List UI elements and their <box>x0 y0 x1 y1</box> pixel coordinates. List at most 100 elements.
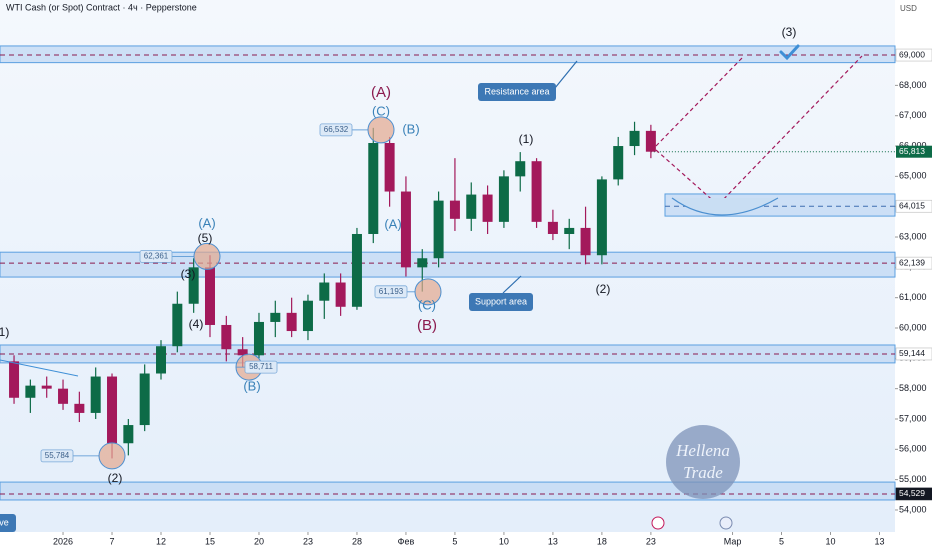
wave-label: (B) <box>402 121 419 136</box>
wave-label: (3) <box>782 25 797 39</box>
candle-body <box>531 161 542 222</box>
currency: USD <box>900 4 917 13</box>
y-tick-label: 63,000 <box>899 231 927 241</box>
candle-body <box>286 312 297 332</box>
zone <box>0 251 896 278</box>
candle-body <box>547 221 558 234</box>
x-tick-label: 5 <box>452 536 457 546</box>
x-tick-label: 10 <box>499 536 509 546</box>
x-tick-label: 20 <box>254 536 264 546</box>
candle-body <box>74 403 85 413</box>
price-label: 59,144 <box>899 348 925 358</box>
time-axis <box>0 532 895 550</box>
x-tick-label: Фев <box>398 536 415 546</box>
candle-body <box>596 179 607 256</box>
candle-body <box>204 267 215 325</box>
event-icon[interactable] <box>651 516 665 530</box>
price-tag: 58,711 <box>249 362 273 371</box>
candle-body <box>482 194 493 222</box>
callout: Support area <box>475 296 527 306</box>
last-price-label: 65,813 <box>899 146 925 156</box>
candle-body <box>433 200 444 259</box>
callout-pointer <box>502 275 522 294</box>
candle-body <box>384 143 395 192</box>
price-label-box <box>895 256 932 270</box>
candle-body <box>498 176 509 222</box>
price-tag: 55,784 <box>45 451 70 460</box>
y-tick-label: 67,000 <box>899 110 927 120</box>
y-tick-label: 56,000 <box>899 444 927 454</box>
x-tick-label: 10 <box>825 536 835 546</box>
price-label-box <box>895 347 932 361</box>
candle-body <box>629 130 640 147</box>
y-tick-label: 54,000 <box>899 504 927 514</box>
candle-body <box>25 385 36 398</box>
price-label: 54,529 <box>899 488 925 498</box>
x-tick-label: 5 <box>779 536 784 546</box>
candle-body <box>41 385 52 389</box>
price-label-box <box>895 199 932 213</box>
wave-label: (1) <box>0 325 9 339</box>
candle-body <box>515 161 526 177</box>
wave-label: (B) <box>243 378 260 393</box>
x-tick-label: 15 <box>205 536 215 546</box>
watermark-circle <box>666 425 740 499</box>
pivot-circle <box>98 442 126 470</box>
candle-body <box>449 200 460 219</box>
callout: ve <box>0 517 9 527</box>
candle-body <box>368 143 379 234</box>
candle-body <box>270 312 281 322</box>
checkmark <box>779 44 800 61</box>
event-icon[interactable] <box>719 516 733 530</box>
pivot-circle <box>367 116 395 144</box>
candle-body <box>417 258 428 268</box>
price-tag-box <box>40 449 74 463</box>
wave-label: (2) <box>108 471 123 485</box>
wave-label: (5) <box>198 231 213 245</box>
target-arc <box>671 197 779 216</box>
candle-body <box>302 300 313 332</box>
x-tick-label: 12 <box>156 536 166 546</box>
x-tick-label: 23 <box>303 536 313 546</box>
candle-body <box>90 376 101 413</box>
wave-label: (C) <box>418 297 436 312</box>
x-tick-label: Мар <box>724 536 742 546</box>
wave-label: (A) <box>198 215 215 230</box>
zone <box>0 45 896 64</box>
price-label: 64,015 <box>899 200 925 210</box>
wave-label: (2) <box>596 282 611 296</box>
wave-label: (1) <box>519 132 534 146</box>
candle-body <box>139 373 150 426</box>
candle-body <box>58 388 69 404</box>
price-tag: 62,361 <box>144 252 169 261</box>
x-tick-label: 7 <box>110 536 115 546</box>
wave-label: (3) <box>181 267 196 281</box>
price-label: 69,000 <box>899 49 925 59</box>
candle-body <box>564 227 575 234</box>
candle-body <box>580 227 591 256</box>
price-axis <box>895 0 932 550</box>
wave-label: (A) <box>371 84 391 101</box>
watermark: Hellena <box>675 441 730 460</box>
y-tick-label: 65,000 <box>899 171 927 181</box>
callout: Resistance area <box>484 86 549 96</box>
x-tick-label: 2026 <box>53 536 73 546</box>
price-tag: 66,532 <box>324 125 349 134</box>
y-tick-label: 61,000 <box>899 292 927 302</box>
price-label-box <box>895 48 932 62</box>
y-tick-label: 55,000 <box>899 474 927 484</box>
x-tick-label: 28 <box>352 536 362 546</box>
candle-body <box>123 425 134 444</box>
candle-body <box>221 324 232 350</box>
candle-body <box>613 146 624 180</box>
y-tick-label: 68,000 <box>899 80 927 90</box>
callout-box <box>478 83 556 101</box>
callout-pointer <box>554 60 578 89</box>
chart-title: WTI Cash (or Spot) Contract · 4ч · Peppe… <box>6 2 197 12</box>
candle-body <box>400 191 411 268</box>
price-tag-box <box>244 360 278 374</box>
candle-body <box>645 130 656 152</box>
candle-body <box>188 267 199 304</box>
price-tag-box <box>374 285 408 299</box>
